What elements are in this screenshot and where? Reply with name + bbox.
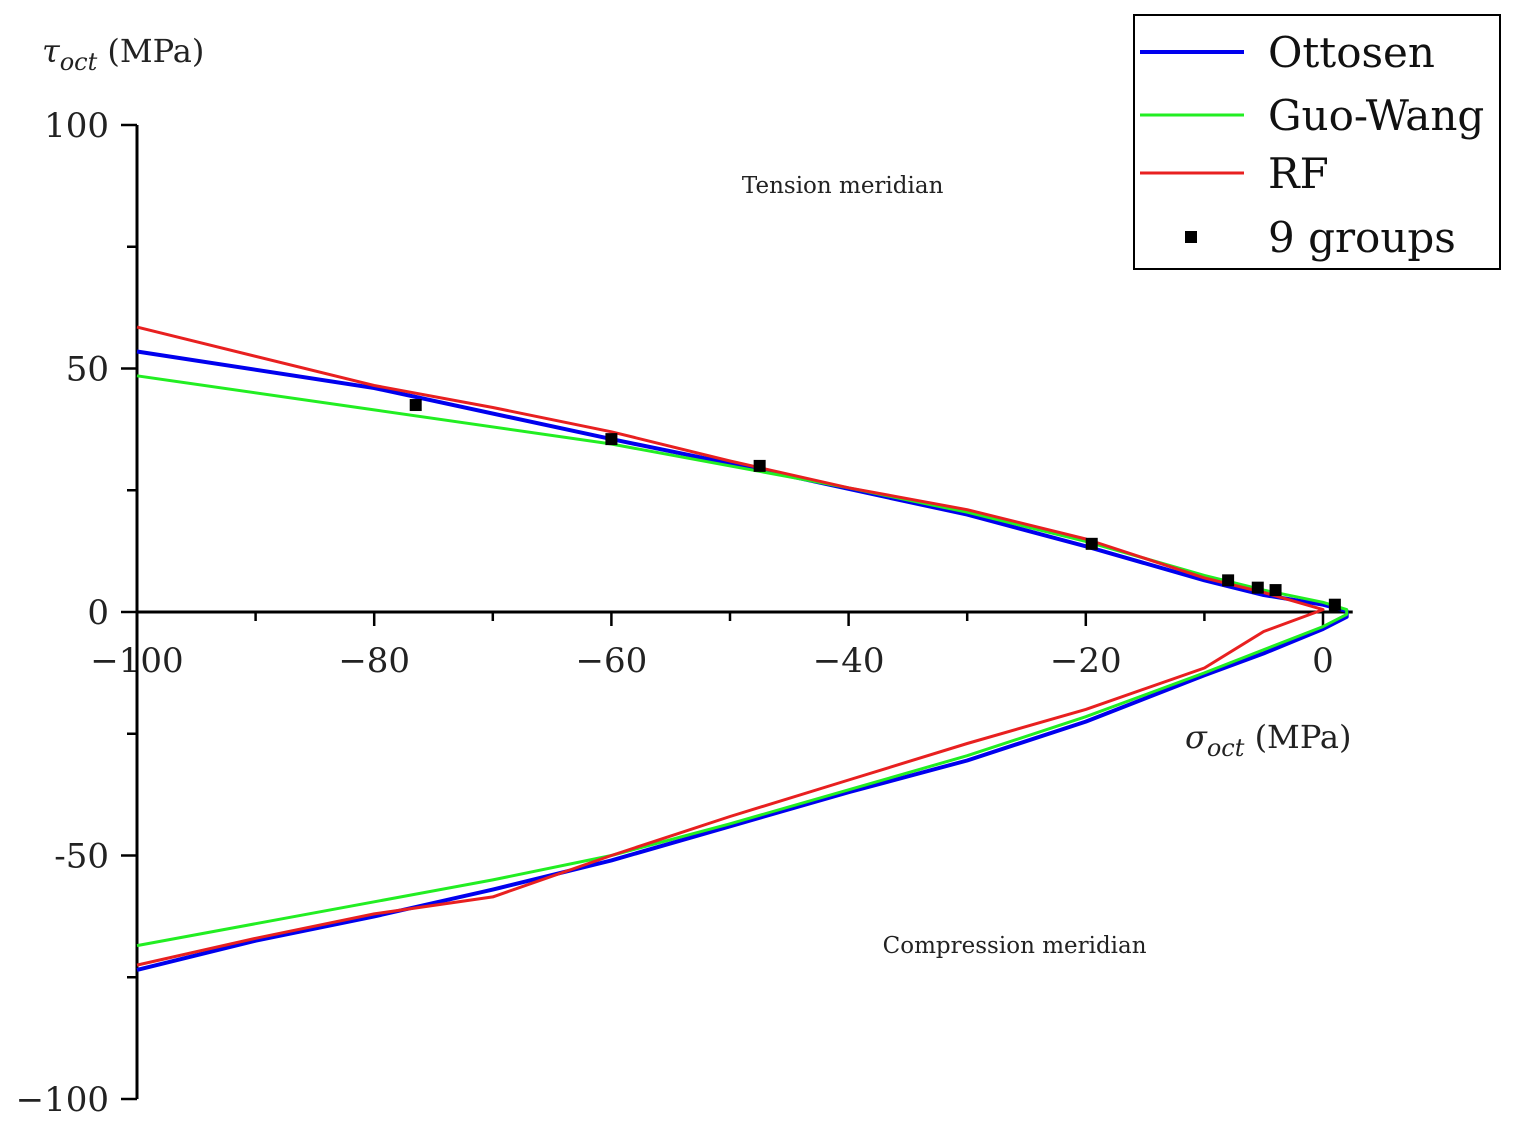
x-tick-label: 0: [1312, 641, 1334, 681]
data-point: [753, 459, 766, 472]
y-tick-label: 0: [87, 593, 109, 633]
legend: Ottosen Guo-Wang RF 9 groups: [1133, 14, 1501, 270]
y-tick-label: −100: [16, 1080, 109, 1120]
axes: −100 −80 −60 −40 −20 0 100 50 0 -50 −100 τoct (MPa)…: [16, 32, 1353, 1120]
data-point: [1328, 598, 1341, 611]
legend-label: 9 groups: [1268, 213, 1456, 262]
legend-label: RF: [1268, 149, 1329, 198]
annotation-layer: Tension meridian Compression meridian: [742, 173, 1147, 959]
y-tick-label: -50: [54, 837, 109, 877]
series-line-rf: [136, 325, 1325, 967]
y-tick-label: 100: [44, 106, 109, 146]
data-point: [1085, 537, 1098, 550]
data-point: [1222, 574, 1235, 587]
series-line-ottosen: [136, 349, 1349, 972]
legend-label: Guo-Wang: [1268, 91, 1484, 140]
x-axis-title: σoct (MPa): [1185, 718, 1351, 762]
annotation-label: Tension meridian: [742, 173, 944, 199]
y-axis-title: τoct (MPa): [42, 32, 204, 76]
y-tick-label: 50: [66, 350, 109, 390]
x-tick-label: −100: [90, 641, 183, 681]
legend-swatch-9-groups: [1185, 231, 1197, 243]
data-point: [605, 433, 618, 446]
data-point: [1251, 581, 1264, 594]
data-point: [409, 399, 422, 412]
series-layer: [136, 325, 1349, 972]
x-tick-label: −80: [338, 641, 410, 681]
legend-box: [1133, 14, 1501, 270]
x-tick-label: −20: [1050, 641, 1122, 681]
annotation-label: Compression meridian: [883, 933, 1147, 959]
legend-label: Ottosen: [1268, 28, 1435, 77]
data-point: [1269, 584, 1282, 597]
x-tick-label: −40: [813, 641, 885, 681]
x-tick-label: −60: [576, 641, 648, 681]
series-line-guo-wang: [136, 374, 1349, 948]
